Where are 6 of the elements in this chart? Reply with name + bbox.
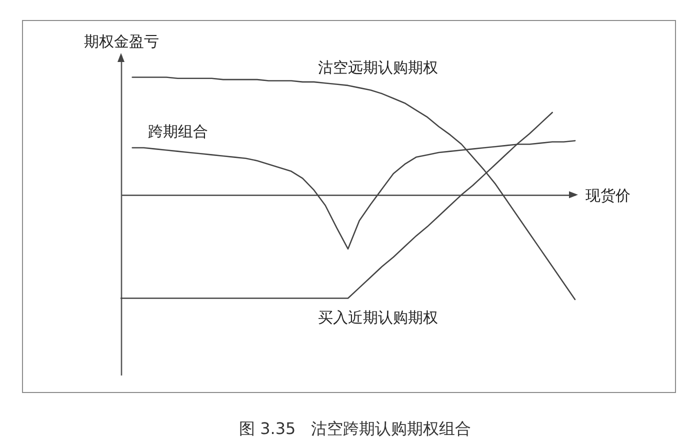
y-axis-title: 期权金盈亏 [84,32,159,50]
text: 图 3.35 沽空跨期认购期权组合 [239,419,471,438]
series-label: 跨期组合 [148,122,208,140]
series-label: 买入近期认购期权 [318,308,438,326]
x-axis-title: 现货价 [586,186,630,204]
series-label: 沽空远期认购期权 [318,58,438,77]
